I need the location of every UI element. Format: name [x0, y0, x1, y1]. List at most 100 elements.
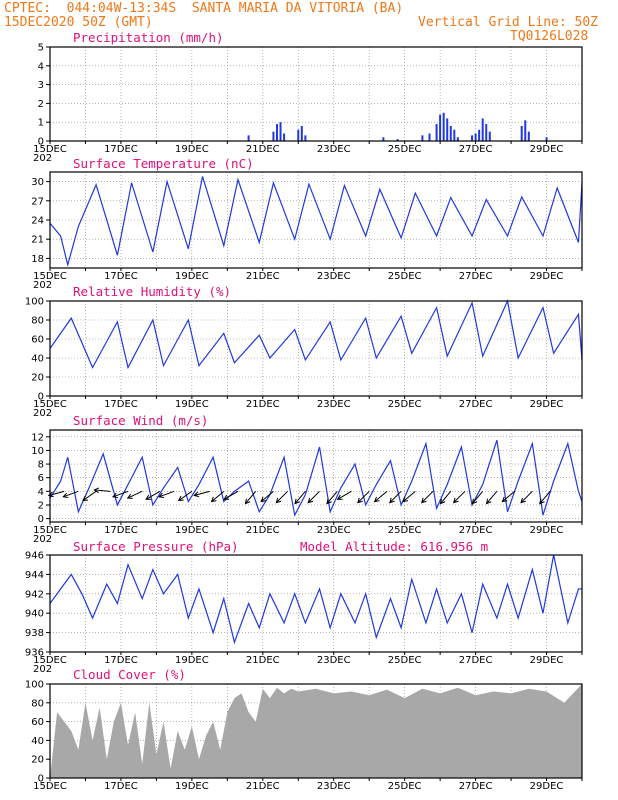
series-line [49, 554, 582, 645]
x-tick-label: 15DEC [33, 271, 67, 282]
x-tick-label: 17DEC [104, 144, 138, 155]
wind-vector-head [485, 498, 492, 505]
wind-vector [48, 490, 65, 496]
y-tick-label: 12 [31, 432, 44, 443]
panel-title: Surface Temperature (nC) [73, 156, 254, 171]
precip-bar [485, 124, 488, 141]
wind-vector [486, 491, 498, 504]
wind-vector [194, 490, 210, 496]
precip-bar [300, 125, 303, 141]
wind-vector [145, 490, 161, 500]
x-axis-year-label: 202 [33, 153, 52, 164]
x-tick-label: 27DEC [459, 655, 493, 666]
x-tick-label: 23DEC [317, 144, 351, 155]
x-axis-year-label: 202 [33, 280, 52, 291]
y-tick-label: 60 [31, 717, 44, 728]
wind-vector [245, 491, 257, 504]
x-tick-label: 23DEC [317, 525, 351, 536]
grid-line-label: Vertical Grid Line: 50Z [418, 15, 599, 30]
wind-vector [211, 490, 225, 503]
y-tick-label: 6 [38, 473, 44, 484]
x-tick-label: 15DEC [33, 399, 67, 410]
wind-vector-head [193, 491, 200, 498]
precip-bar [453, 129, 456, 141]
y-tick-label: 0 [38, 137, 44, 148]
precip-bar [527, 131, 530, 141]
x-tick-label: 17DEC [104, 655, 138, 666]
x-tick-label: 25DEC [388, 399, 422, 410]
y-tick-label: 18 [31, 254, 44, 265]
y-tick-label: 0 [38, 392, 44, 403]
x-tick-label: 29DEC [530, 144, 564, 155]
wind-vector [260, 490, 274, 503]
wind-vector-head [177, 495, 184, 502]
wind-vector [94, 489, 111, 492]
y-tick-label: 5 [38, 43, 44, 54]
wind-vector-head [126, 493, 133, 499]
wind-vector-head [389, 497, 395, 504]
wind-vector [440, 491, 452, 504]
precip-bar [456, 137, 459, 141]
wind-vector-head [471, 498, 478, 505]
precip-bar [297, 129, 300, 141]
panel-5: 936 938 940 942 944 946 15DEC 17DEC 19DEC 21DEC 23… [25, 539, 583, 675]
y-tick-label: 80 [31, 698, 44, 709]
precip-bar [435, 124, 438, 141]
x-tick-label: 17DEC [104, 781, 138, 792]
wind-vector-head [82, 495, 89, 502]
x-tick-label: 17DEC [104, 525, 138, 536]
x-tick-label: 21DEC [246, 271, 280, 282]
x-tick-label: 15DEC [33, 781, 67, 792]
x-tick-label: 25DEC [388, 271, 422, 282]
wind-vector [520, 490, 533, 504]
panel-title: Precipitation (mm/h) [73, 30, 224, 45]
x-tick-label: 21DEC [246, 655, 280, 666]
x-tick-label: 29DEC [530, 399, 564, 410]
panel-6: 0 20 40 60 80 100 15DEC 17DEC 19DEC 21DEC 23DEC 25D… [25, 667, 583, 792]
panel-title: Surface Pressure (hPa) [73, 539, 239, 554]
panel-4: 0 2 4 6 8 10 12 15DEC 17DEC 19DEC 21DEC 23DEC 25DEC 2… [31, 413, 583, 545]
wind-vector [337, 490, 352, 500]
wind-vector-head [539, 498, 545, 505]
wind-vector [127, 490, 143, 499]
wind-vector-head [47, 491, 54, 498]
y-tick-label: 80 [31, 316, 44, 327]
wind-vector-head [158, 492, 165, 499]
wind-vector [307, 490, 320, 504]
x-tick-label: 17DEC [104, 271, 138, 282]
precip-bar [283, 133, 286, 141]
wind-vector [223, 490, 239, 500]
model-id-label: TQ0126L028 [510, 29, 589, 44]
x-tick-label: 23DEC [317, 271, 351, 282]
panel-frame [49, 171, 583, 269]
wind-vector [294, 491, 306, 504]
y-tick-label: 944 [25, 570, 44, 581]
wind-vector-head [520, 497, 526, 504]
y-tick-label: 100 [25, 297, 44, 308]
wind-vector-head [62, 492, 69, 499]
x-tick-label: 27DEC [459, 144, 493, 155]
cloud-cover-area [50, 684, 582, 778]
wind-vector-head [326, 498, 332, 505]
x-tick-label: 19DEC [175, 271, 209, 282]
y-tick-label: 2 [38, 99, 44, 110]
precip-bar [304, 135, 307, 141]
wind-vector [82, 490, 97, 501]
x-tick-label: 25DEC [388, 781, 422, 792]
precip-bar [449, 125, 452, 141]
wind-vector-head [452, 497, 459, 504]
y-tick-label: 27 [31, 196, 44, 207]
x-tick-label: 27DEC [459, 271, 493, 282]
series-line [49, 176, 583, 268]
wind-vector-head [420, 497, 427, 504]
y-tick-label: 100 [25, 680, 44, 691]
y-tick-label: 942 [25, 589, 44, 600]
x-tick-label: 25DEC [388, 144, 422, 155]
x-tick-label: 27DEC [459, 399, 493, 410]
y-tick-label: 60 [31, 335, 44, 346]
x-tick-label: 19DEC [175, 144, 209, 155]
y-tick-label: 1 [38, 118, 44, 129]
precip-bar [428, 133, 431, 141]
panel-3: 0 20 40 60 80 100 15DEC 17DEC 19DEC 21DEC 23DEC 25D… [25, 284, 583, 419]
